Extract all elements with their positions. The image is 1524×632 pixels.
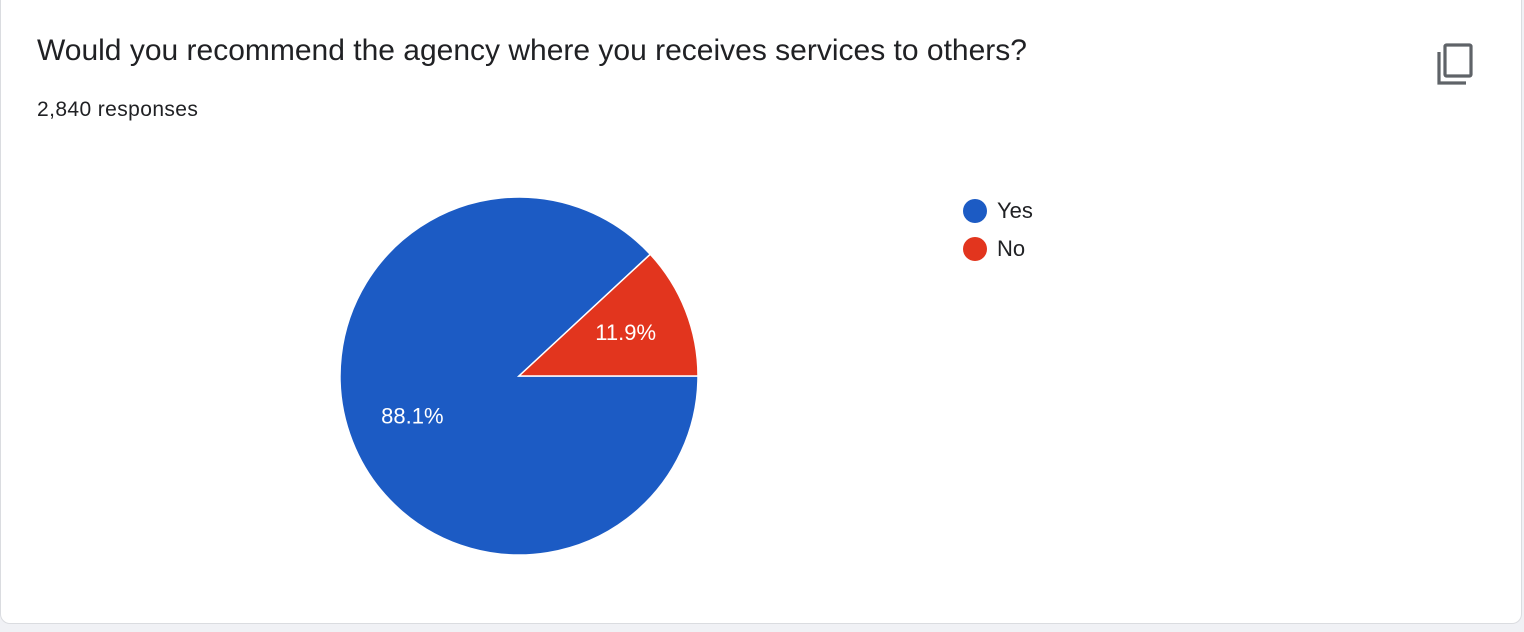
- legend-item-no[interactable]: No: [963, 230, 1033, 268]
- slice-label-yes: 88.1%: [381, 404, 443, 429]
- copy-chart-button[interactable]: [1425, 36, 1479, 90]
- pie-slice-yes: [339, 196, 699, 556]
- legend-swatch-no: [963, 237, 987, 261]
- copy-icon: [1437, 43, 1473, 85]
- legend-label-yes: Yes: [997, 198, 1033, 223]
- pie-slice-no: [517, 253, 699, 377]
- slice-label-no: 11.9%: [595, 320, 656, 345]
- response-count: 2,840 responses: [37, 98, 199, 121]
- legend-swatch-yes: [963, 199, 987, 223]
- legend-label-no: No: [997, 236, 1026, 261]
- chart-legend: Yes No: [963, 192, 1033, 268]
- question-title: Would you recommend the agency where you…: [37, 34, 1027, 67]
- legend-item-yes[interactable]: Yes: [963, 192, 1033, 230]
